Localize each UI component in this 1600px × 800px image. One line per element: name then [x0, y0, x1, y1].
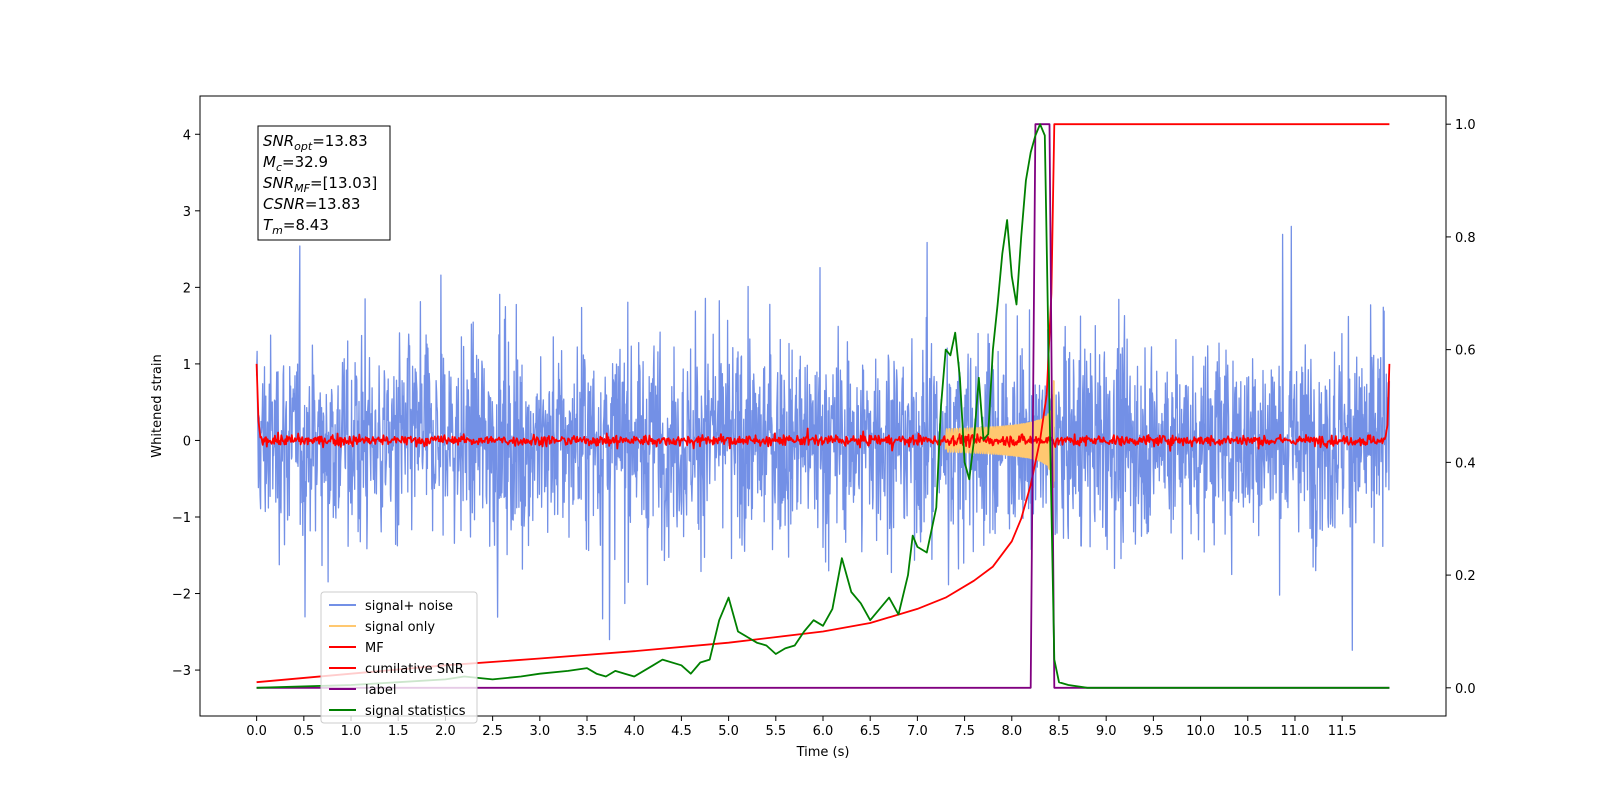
annotation-line: SNRopt=13.83	[263, 132, 368, 153]
annotation-subscript: MF	[294, 182, 310, 195]
annotation-symbol: CSNR	[263, 195, 305, 213]
series-line-mf	[255, 363, 1391, 452]
x-tick-label: 5.0	[718, 724, 739, 739]
y-right-tick-label: 0.4	[1455, 456, 1476, 471]
x-tick-label: 3.0	[529, 724, 550, 739]
y-left-axis-ticks: 4 3 2 1 0 −1 −2 −3	[172, 128, 200, 679]
series-line-signal-noise	[255, 225, 1391, 651]
legend: signal+ noise signal only MF cumilative SNR…	[320, 591, 478, 724]
x-tick-label: 7.5	[954, 724, 975, 739]
legend-label: MF	[365, 641, 384, 656]
annotation-frame	[257, 125, 391, 241]
y-left-tick-label: −2	[172, 588, 191, 603]
legend-frame	[320, 591, 478, 724]
annotation-line: SNRMF=[13.03]	[263, 174, 377, 195]
x-tick-label: 5.5	[765, 724, 786, 739]
y-right-tick-label: 0.6	[1455, 344, 1476, 359]
legend-label: cumilative SNR	[365, 662, 464, 677]
y-left-tick-label: 2	[183, 281, 191, 296]
annotation-subscript: opt	[294, 140, 313, 153]
x-tick-label: 2.5	[482, 724, 503, 739]
x-tick-label: 6.5	[860, 724, 881, 739]
x-tick-label: 2.0	[435, 724, 456, 739]
annotation-line: Tm=8.43	[263, 216, 329, 237]
annotation-symbol: T	[263, 216, 274, 234]
legend-label: signal statistics	[365, 704, 466, 719]
annotation-value: =13.83	[312, 132, 368, 150]
x-tick-label: 9.0	[1096, 724, 1117, 739]
series-line-signal-statistics	[256, 123, 1390, 689]
x-tick-label: 0.0	[246, 724, 267, 739]
legend-label: label	[365, 683, 396, 698]
x-tick-label: 4.5	[671, 724, 692, 739]
annotation-subscript: m	[272, 224, 283, 237]
annotation-line: CSNR=13.83	[263, 195, 360, 213]
y-left-tick-label: 3	[183, 205, 191, 220]
y-axis-label: Whitened strain	[150, 354, 165, 457]
x-tick-label: 4.0	[624, 724, 645, 739]
annotation-line: Mc=32.9	[263, 153, 328, 174]
y-right-tick-label: 0.2	[1455, 569, 1476, 584]
annotation-symbol: SNR	[263, 132, 294, 150]
x-tick-label: 11.0	[1280, 724, 1309, 739]
x-tick-label: 10.0	[1186, 724, 1215, 739]
annotation-box: SNRopt=13.83Mc=32.9SNRMF=[13.03]CSNR=13.…	[257, 125, 391, 241]
series-line-cumilative-snr	[256, 123, 1390, 684]
annotation-symbol: SNR	[263, 174, 294, 192]
annotation-value: =32.9	[282, 153, 328, 171]
x-tick-label: 6.0	[813, 724, 834, 739]
y-right-tick-label: 0.0	[1455, 682, 1476, 697]
x-tick-label: 8.0	[1001, 724, 1022, 739]
x-tick-label: 1.0	[341, 724, 362, 739]
y-left-tick-label: 0	[183, 434, 191, 449]
y-right-axis-ticks: 1.0 0.8 0.6 0.4 0.2 0.0	[1446, 118, 1476, 697]
x-tick-label: 3.5	[577, 724, 598, 739]
y-left-tick-label: −1	[172, 511, 191, 526]
x-tick-label: 8.5	[1049, 724, 1070, 739]
y-left-tick-label: 1	[183, 358, 191, 373]
annotation-value: =[13.03]	[310, 174, 377, 192]
x-axis-label: Time (s)	[796, 745, 850, 760]
y-right-tick-label: 0.8	[1455, 231, 1476, 246]
annotation-subscript: c	[276, 161, 282, 174]
x-tick-label: 10.5	[1233, 724, 1262, 739]
x-tick-label: 7.0	[907, 724, 928, 739]
annotation-value: =13.83	[305, 195, 361, 213]
legend-label: signal only	[365, 620, 435, 635]
series-layer	[255, 123, 1391, 689]
x-tick-label: 1.5	[388, 724, 409, 739]
y-left-tick-label: 4	[183, 128, 191, 143]
x-tick-label: 11.5	[1328, 724, 1357, 739]
annotation-value: =8.43	[283, 216, 329, 234]
legend-label: signal+ noise	[365, 599, 453, 614]
x-tick-label: 9.5	[1143, 724, 1164, 739]
x-axis-ticks: 0.0 0.5 1.0 1.5 2.0 2.5 3.0 3.5 4.0 4.5 5.0 5.5 6.0 6…	[246, 716, 1357, 739]
x-tick-label: 0.5	[293, 724, 314, 739]
y-right-tick-label: 1.0	[1455, 118, 1476, 133]
y-left-tick-label: −3	[172, 664, 191, 679]
annotation-symbol: M	[263, 153, 276, 171]
